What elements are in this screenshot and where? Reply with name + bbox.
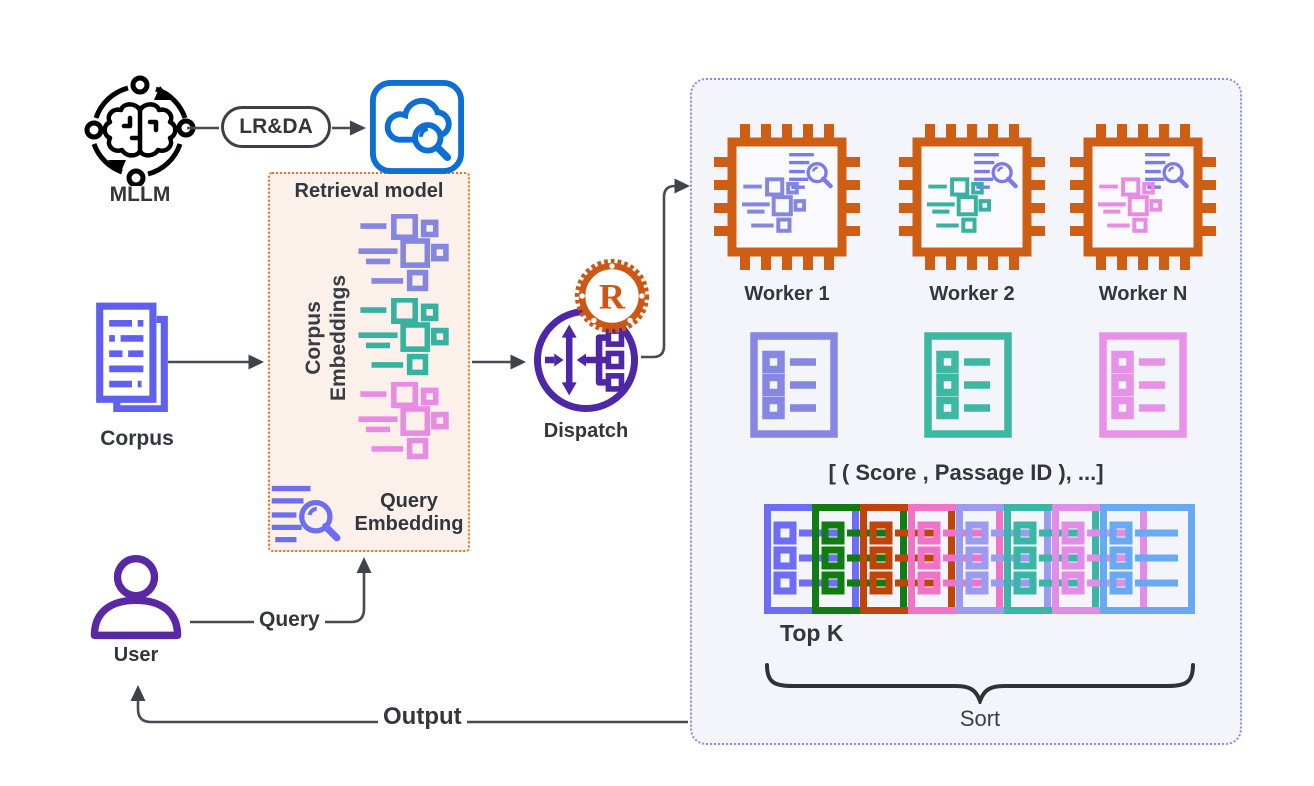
user-icon <box>85 555 187 640</box>
worker-1-label: Worker 1 <box>744 283 830 305</box>
query-edge-label: Query <box>254 608 325 632</box>
dispatch-label: Dispatch <box>543 420 629 442</box>
corpus-embeddings-label: Corpus Embeddings <box>302 275 350 402</box>
corpus-label: Corpus <box>100 427 174 450</box>
lrda-pill: LR&DA <box>221 106 331 148</box>
result-list-icon <box>924 332 1012 438</box>
retrieval-model-box: Retrieval model Corpus Embeddings Query … <box>268 172 470 552</box>
lrda-label: LR&DA <box>239 115 313 138</box>
worker-chip-n <box>1068 122 1218 272</box>
topk-list-8 <box>1100 504 1195 614</box>
embedding-glyph-pink <box>350 382 460 462</box>
retrieval-model-icon <box>368 78 466 176</box>
result-list-icon <box>1099 332 1187 438</box>
query-embedding-label: Query Embedding <box>354 490 464 535</box>
sort-label: Sort <box>959 706 1001 731</box>
worker-2-label: Worker 2 <box>929 283 1015 305</box>
dispatch-icon <box>530 304 642 416</box>
svg-text:R: R <box>599 277 626 317</box>
result-list-icon <box>750 332 838 438</box>
topk-list-3 <box>860 504 955 614</box>
query-embedding-icon <box>270 478 344 552</box>
user-label: User <box>113 644 159 666</box>
topk-label: Top K <box>780 620 844 646</box>
topk-strip <box>764 504 1195 614</box>
results-caption: [ ( Score , Passage ID ), ...] <box>828 460 1104 485</box>
mllm-label: MLLM <box>109 183 171 206</box>
rust-logo-icon: R <box>574 258 650 334</box>
worker-n-label: Worker N <box>1098 283 1188 305</box>
output-edge-label: Output <box>378 703 467 731</box>
embedding-glyph-teal <box>350 298 460 378</box>
pipeline-box: Worker 1 Worker 2 Worker N [ ( Score , P… <box>690 78 1242 745</box>
retrieval-box-title: Retrieval model <box>294 180 444 202</box>
sort-brace <box>764 662 1196 704</box>
mllm-icon <box>84 74 196 186</box>
embedding-glyph-purple <box>350 214 460 294</box>
worker-chip-2 <box>897 122 1047 272</box>
worker-chip-1 <box>712 122 862 272</box>
corpus-icon <box>94 302 170 412</box>
